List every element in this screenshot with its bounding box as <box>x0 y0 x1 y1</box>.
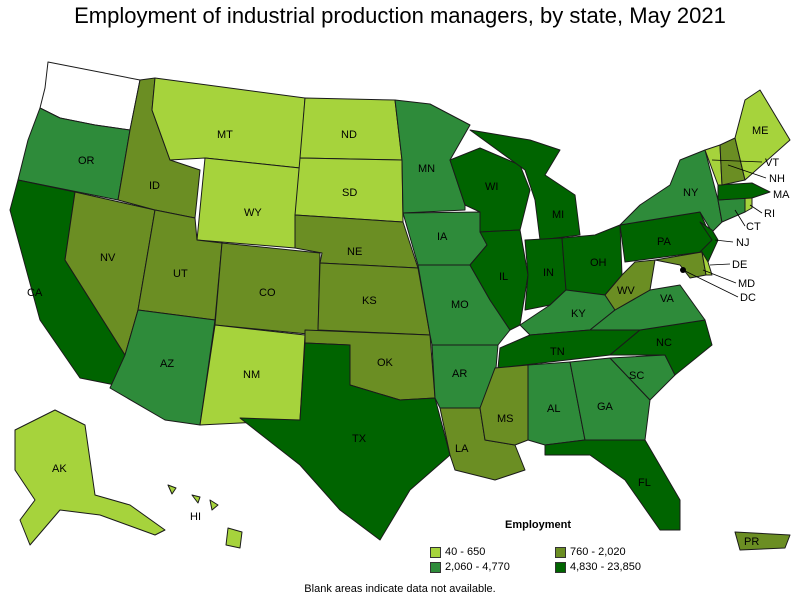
legend-item-bin3: 4,830 - 23,850 <box>555 561 641 573</box>
svg-text:WY: WY <box>244 207 262 219</box>
state-ri[interactable] <box>744 197 753 213</box>
legend-label-bin2: 2,060 - 4,770 <box>445 561 510 573</box>
svg-text:RI: RI <box>764 208 775 220</box>
svg-text:MN: MN <box>418 163 435 175</box>
state-fl[interactable] <box>544 439 681 531</box>
legend-item-bin0: 40 - 650 <box>430 546 485 558</box>
state-de[interactable] <box>701 251 713 276</box>
svg-text:AZ: AZ <box>160 358 174 370</box>
state-ct[interactable] <box>717 197 746 223</box>
svg-text:ME: ME <box>752 125 769 137</box>
state-mi[interactable] <box>469 129 581 241</box>
svg-text:OH: OH <box>590 257 607 269</box>
svg-text:SD: SD <box>342 187 357 199</box>
svg-text:HI: HI <box>190 511 201 523</box>
svg-text:AK: AK <box>52 463 67 475</box>
legend-swatch-bin3 <box>555 561 566 573</box>
legend-title: Employment <box>505 519 572 531</box>
state-tx[interactable] <box>239 342 451 541</box>
svg-text:ID: ID <box>149 180 160 192</box>
state-ny[interactable] <box>619 149 723 233</box>
state-hi[interactable] <box>167 484 243 549</box>
svg-text:IN: IN <box>543 267 554 279</box>
svg-text:AR: AR <box>452 368 467 380</box>
svg-text:TN: TN <box>550 346 565 358</box>
legend-swatch-bin0 <box>430 546 441 558</box>
svg-text:MA: MA <box>773 189 790 201</box>
legend-swatch-bin2 <box>430 561 441 573</box>
footnote: Blank areas indicate data not available. <box>304 583 496 595</box>
svg-text:MT: MT <box>217 129 233 141</box>
svg-text:SC: SC <box>629 370 644 382</box>
svg-text:DE: DE <box>732 259 747 271</box>
svg-text:AL: AL <box>547 403 560 415</box>
map-title: Employment of industrial production mana… <box>74 3 726 28</box>
svg-text:NV: NV <box>100 252 116 264</box>
svg-text:NM: NM <box>243 369 260 381</box>
svg-text:VT: VT <box>765 157 779 169</box>
svg-text:TX: TX <box>352 433 367 445</box>
svg-text:OR: OR <box>78 155 95 167</box>
state-mt[interactable] <box>151 77 306 169</box>
svg-text:OK: OK <box>377 357 394 369</box>
svg-text:MD: MD <box>738 278 755 290</box>
svg-text:FL: FL <box>638 477 651 489</box>
dc-marker[interactable] <box>680 267 686 273</box>
svg-text:CA: CA <box>27 287 43 299</box>
svg-text:UT: UT <box>173 268 188 280</box>
svg-text:CO: CO <box>259 287 276 299</box>
svg-text:MS: MS <box>497 413 514 425</box>
state-ak[interactable] <box>14 409 166 546</box>
svg-text:KY: KY <box>571 308 586 320</box>
svg-text:CT: CT <box>746 221 761 233</box>
svg-text:DC: DC <box>740 292 756 304</box>
svg-text:IA: IA <box>437 231 448 243</box>
svg-text:WV: WV <box>617 285 635 297</box>
svg-text:NC: NC <box>656 337 672 349</box>
svg-text:NY: NY <box>683 187 699 199</box>
svg-text:NH: NH <box>769 173 785 185</box>
legend-label-bin0: 40 - 650 <box>445 546 486 558</box>
state-ga[interactable] <box>569 357 651 441</box>
leader-lines <box>682 159 767 298</box>
legend-swatch-bin1 <box>555 546 566 558</box>
legend-item-bin1: 760 - 2,020 <box>555 546 626 558</box>
svg-text:IL: IL <box>499 271 508 283</box>
svg-text:NE: NE <box>347 246 362 258</box>
svg-text:PA: PA <box>657 236 672 248</box>
state-md[interactable] <box>654 251 707 279</box>
svg-text:PR: PR <box>744 536 759 548</box>
state-labels: OR CA NV ID MT WY UT AZ CO NM ND SD NE K… <box>27 125 790 548</box>
svg-text:VA: VA <box>660 293 675 305</box>
state-me[interactable] <box>734 89 791 181</box>
legend-label-bin3: 4,830 - 23,850 <box>570 561 641 573</box>
state-il[interactable] <box>469 229 529 331</box>
svg-text:NJ: NJ <box>736 237 749 249</box>
svg-text:MO: MO <box>451 299 469 311</box>
legend-label-bin1: 760 - 2,020 <box>570 546 626 558</box>
svg-text:GA: GA <box>597 401 614 413</box>
state-wy[interactable] <box>196 157 301 249</box>
svg-text:WI: WI <box>485 181 498 193</box>
svg-text:LA: LA <box>455 443 469 455</box>
svg-text:KS: KS <box>362 295 377 307</box>
state-pr[interactable] <box>734 531 791 551</box>
state-ma[interactable] <box>717 182 771 201</box>
legend-item-bin2: 2,060 - 4,770 <box>430 561 510 573</box>
svg-text:ND: ND <box>341 129 357 141</box>
svg-text:MI: MI <box>552 209 564 221</box>
